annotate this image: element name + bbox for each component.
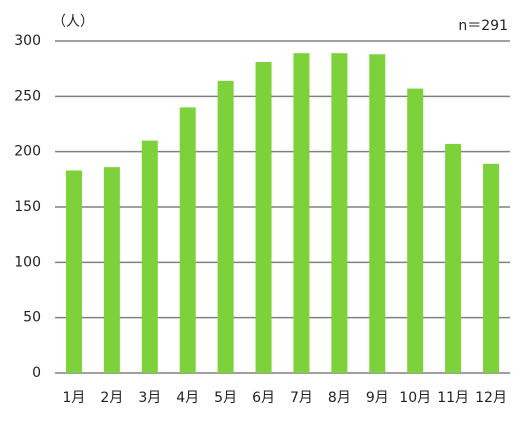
x-tick-label: 1月 xyxy=(62,390,85,406)
x-tick-label: 2月 xyxy=(100,390,123,406)
x-tick-label: 10月 xyxy=(399,390,431,406)
x-tick-label: 11月 xyxy=(437,390,469,406)
bar xyxy=(293,53,310,373)
y-tick-label: 100 xyxy=(14,254,41,270)
sample-note: n＝291 xyxy=(458,18,508,34)
bar xyxy=(103,167,120,373)
bar xyxy=(141,140,158,373)
y-unit: （人） xyxy=(52,14,94,30)
x-tick-label: 4月 xyxy=(176,390,199,406)
bar xyxy=(331,53,348,373)
bar xyxy=(255,62,272,373)
bar xyxy=(407,88,424,373)
bar xyxy=(483,163,500,373)
y-tick-label: 250 xyxy=(14,88,41,104)
y-tick-label: 300 xyxy=(14,33,41,49)
y-tick-label: 50 xyxy=(23,310,41,326)
x-tick-label: 9月 xyxy=(366,390,389,406)
bar xyxy=(369,54,386,373)
x-tick-label: 5月 xyxy=(214,390,237,406)
bar xyxy=(445,143,462,373)
bar xyxy=(217,80,234,373)
bar xyxy=(179,107,196,374)
x-tick-label: 6月 xyxy=(252,390,275,406)
x-tick-label: 8月 xyxy=(328,390,351,406)
y-tick-label: 150 xyxy=(14,199,41,215)
bar xyxy=(65,170,82,373)
x-tick-label: 12月 xyxy=(475,390,507,406)
x-tick-label: 7月 xyxy=(290,390,313,406)
y-tick-label: 0 xyxy=(32,365,41,381)
x-tick-label: 3月 xyxy=(138,390,161,406)
y-tick-label: 200 xyxy=(14,144,41,160)
